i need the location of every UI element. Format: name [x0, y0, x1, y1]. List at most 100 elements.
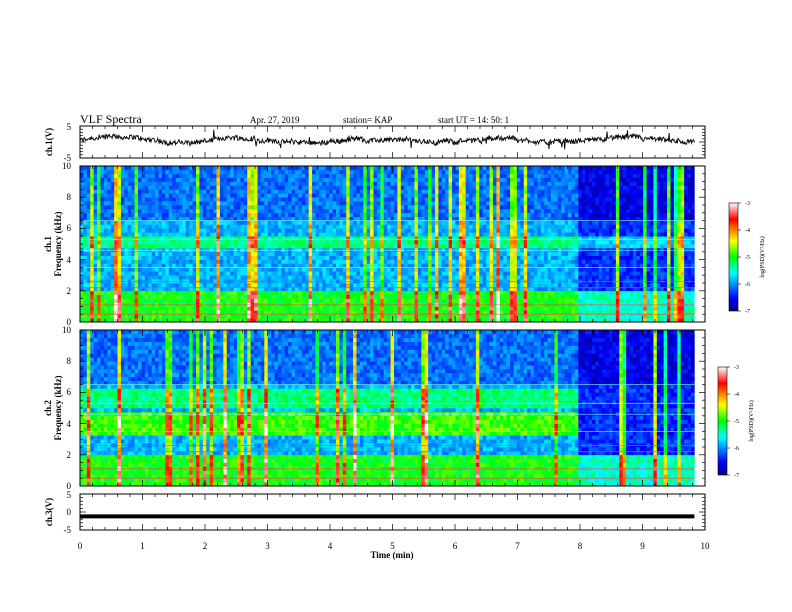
spectrogram-cell — [622, 267, 627, 272]
spectrogram-cell — [677, 236, 682, 241]
spectrogram-cell — [506, 298, 511, 303]
spectrogram-cell — [551, 306, 555, 311]
spectrogram-cell — [663, 240, 668, 245]
spectrogram-cell — [376, 244, 381, 249]
spectrogram-cell — [298, 283, 303, 288]
spectrogram-cell — [155, 310, 159, 315]
spectrogram-cell — [202, 263, 207, 268]
spectrogram-cell — [257, 244, 262, 249]
spectrogram-cell — [383, 286, 388, 292]
spectrogram-cell — [585, 255, 589, 260]
spectrogram-cell — [168, 255, 173, 260]
spectrogram-cell — [107, 228, 112, 233]
spectrogram-cell — [318, 275, 323, 280]
spectrogram-cell — [158, 310, 163, 315]
spectrogram-cell — [151, 294, 156, 299]
spectrogram-cell — [120, 267, 125, 272]
spectrogram-cell — [605, 251, 610, 256]
spectrogram-cell — [103, 259, 108, 264]
spectrogram-cell — [557, 271, 562, 276]
spectrogram-cell — [223, 298, 228, 303]
spectrogram-cell — [629, 306, 634, 311]
spectrogram-cell — [124, 283, 129, 288]
spectrogram-cell — [540, 271, 545, 276]
spectrogram-cell — [428, 286, 432, 292]
spectrogram-cell — [213, 224, 217, 229]
spectrogram-cell — [513, 255, 518, 260]
spectrogram-cell — [250, 310, 255, 315]
spectrogram-cell — [267, 290, 272, 295]
spectrogram-cell — [520, 283, 525, 288]
spectrogram-cell — [305, 294, 309, 299]
spectrogram-cell — [213, 240, 217, 245]
spectrogram-cell — [192, 259, 197, 264]
spectrogram-cell — [632, 318, 637, 323]
spectrogram-cell — [493, 259, 497, 264]
spectrogram-cell — [585, 240, 589, 245]
spectrogram-cell — [585, 220, 589, 225]
spectrogram-cell — [80, 255, 84, 260]
spectrogram-cell — [80, 251, 84, 256]
spectrogram-cell — [213, 244, 217, 249]
spectrogram-cell — [346, 290, 350, 295]
spectrogram-cell — [506, 290, 511, 295]
spectrogram-cell — [329, 271, 333, 276]
spectrogram-cell — [523, 263, 528, 268]
spectrogram-cell — [482, 314, 487, 319]
spectrogram-cell — [626, 318, 630, 323]
spectrogram-cell — [243, 267, 248, 272]
spectrogram-cell — [591, 298, 596, 303]
spectrogram-cell — [329, 263, 333, 268]
spectrogram-cell — [523, 286, 528, 292]
spectrogram-cell — [240, 283, 245, 288]
spectrogram-cell — [247, 318, 251, 323]
spectrogram-cell — [643, 228, 647, 233]
spectrogram-cell — [499, 310, 504, 315]
spectrogram-cell — [660, 298, 664, 303]
spectrogram-cell — [329, 275, 333, 280]
spectrogram-cell — [510, 267, 514, 272]
spectrogram-cell — [629, 310, 634, 315]
spectrogram-cell — [237, 306, 241, 311]
spectrogram-cell — [103, 306, 108, 311]
spectrogram-cell — [397, 251, 402, 256]
spectrogram-cell — [363, 310, 368, 315]
spectrogram-cell — [684, 263, 688, 268]
spectrogram-cell — [332, 298, 337, 303]
spectrogram-cell — [544, 251, 548, 256]
spectrogram-cell — [574, 220, 579, 225]
spectrogram-cell — [271, 251, 275, 256]
spectrogram-cell — [591, 259, 596, 264]
spectrogram-cell — [667, 271, 671, 276]
spectrogram-cell — [107, 294, 112, 299]
spectrogram-cell — [489, 259, 494, 264]
spectrogram-cell — [318, 236, 323, 241]
spectrogram-cell — [472, 275, 477, 280]
spectrogram-cell — [298, 216, 303, 221]
spectrogram-cell — [172, 259, 176, 264]
spectrogram-cell — [380, 251, 385, 256]
spectrogram-cell — [667, 275, 671, 280]
spectrogram-cell — [342, 310, 347, 315]
spectrogram-cell — [441, 236, 446, 241]
spectrogram-cell — [513, 259, 518, 264]
spectrogram-cell — [578, 263, 583, 268]
spectrogram-cell — [199, 298, 204, 303]
spectrogram-cell — [581, 228, 586, 233]
spectrogram-cell — [322, 290, 327, 295]
spectrogram-cell — [237, 275, 241, 280]
spectrogram-cell — [684, 236, 688, 241]
spectrogram-cell — [196, 290, 200, 295]
spectrogram-cell — [308, 251, 313, 256]
spectrogram-cell — [230, 259, 234, 264]
spectrogram-cell — [619, 240, 623, 245]
spectrogram-cell — [438, 294, 443, 299]
spectrogram-cell — [291, 259, 296, 264]
spectrogram-cell — [161, 216, 166, 221]
spectrogram-cell — [680, 318, 685, 323]
spectrogram-cell — [428, 314, 432, 319]
spectrogram-cell — [387, 267, 391, 272]
spectrogram-cell — [585, 318, 589, 323]
spectrogram-cell — [233, 310, 238, 315]
spectrogram-cell — [411, 290, 415, 295]
